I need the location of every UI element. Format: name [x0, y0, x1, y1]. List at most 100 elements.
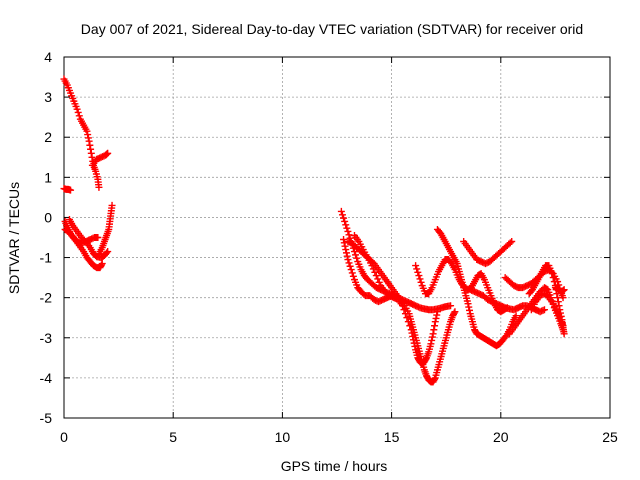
- series-arc-2: [88, 149, 112, 169]
- y-tick-label: 3: [44, 89, 52, 105]
- data-point: [403, 314, 411, 322]
- y-tick-label: 2: [44, 129, 52, 145]
- data-point: [369, 265, 377, 273]
- data-point: [540, 306, 548, 314]
- data-point: [430, 326, 438, 334]
- data-point: [341, 242, 349, 250]
- y-tick-label: 0: [44, 209, 52, 225]
- x-tick-label: 20: [493, 429, 509, 445]
- series-arc-5: [61, 217, 106, 272]
- data-point: [433, 308, 441, 316]
- data-point: [352, 251, 360, 259]
- x-tick-label: 15: [384, 429, 400, 445]
- data-point: [85, 137, 93, 145]
- y-axis-label: SDTVAR / TECUs: [6, 182, 22, 294]
- data-point: [417, 278, 425, 286]
- data-point: [512, 312, 520, 320]
- data-point: [401, 310, 409, 318]
- x-tick-label: 5: [169, 429, 177, 445]
- data-point: [86, 141, 94, 149]
- data-point: [340, 214, 348, 222]
- y-tick-label: -2: [40, 290, 53, 306]
- y-tick-label: -4: [40, 370, 53, 386]
- x-tick-label: 10: [275, 429, 291, 445]
- series-arc-14: [460, 238, 516, 268]
- data-point: [74, 108, 82, 116]
- data-point: [340, 236, 348, 244]
- series-arc-13: [433, 225, 520, 350]
- series-arc-19: [527, 290, 567, 330]
- chart-title: Day 007 of 2021, Sidereal Day-to-day VTE…: [81, 21, 583, 37]
- data-point: [84, 134, 92, 142]
- data-point: [432, 314, 440, 322]
- data-point: [98, 260, 106, 268]
- series-arc-1: [60, 75, 103, 191]
- data-point: [347, 266, 355, 274]
- data-point: [412, 262, 420, 270]
- data-point: [88, 153, 96, 161]
- data-point: [73, 105, 81, 113]
- data-point: [410, 339, 418, 347]
- data-point: [342, 221, 350, 229]
- data-point: [464, 300, 472, 308]
- data-point: [409, 332, 417, 340]
- data-point: [83, 127, 91, 135]
- data-point: [344, 227, 352, 235]
- data-point: [104, 149, 112, 157]
- data-point: [465, 303, 473, 311]
- y-tick-label: -1: [40, 250, 53, 266]
- y-tick-label: 1: [44, 169, 52, 185]
- data-point: [549, 274, 557, 282]
- series-arc-20: [551, 284, 568, 296]
- data-point: [342, 246, 350, 254]
- data-point: [87, 149, 95, 157]
- series-arc-6: [95, 201, 116, 258]
- data-point: [409, 336, 417, 344]
- x-axis-label: GPS time / hours: [281, 458, 388, 474]
- data-point: [349, 272, 357, 280]
- data-point: [413, 265, 421, 273]
- data-point: [550, 278, 558, 286]
- data-point: [506, 239, 514, 247]
- data-point: [67, 186, 75, 194]
- data-point: [346, 262, 354, 270]
- data-point: [407, 326, 415, 334]
- series-arc-12: [412, 256, 511, 316]
- data-point: [548, 270, 556, 278]
- series-arc-3: [60, 185, 75, 194]
- data-point: [560, 330, 568, 338]
- data-points: [60, 75, 568, 386]
- data-point: [104, 248, 112, 256]
- data-point: [406, 322, 414, 330]
- data-point: [97, 261, 105, 269]
- data-point: [348, 269, 356, 277]
- data-point: [451, 308, 459, 316]
- data-point: [400, 306, 408, 314]
- data-point: [415, 272, 423, 280]
- data-point: [428, 333, 436, 341]
- data-point: [344, 256, 352, 264]
- y-tick-label: 4: [44, 49, 52, 65]
- data-point: [108, 201, 116, 209]
- data-point: [75, 112, 83, 120]
- data-point: [429, 330, 437, 338]
- data-point: [433, 311, 441, 319]
- data-point: [508, 238, 516, 246]
- x-tick-label: 25: [602, 429, 618, 445]
- data-point: [353, 254, 361, 262]
- y-tick-label: -5: [40, 410, 53, 426]
- plot-frame: [63, 56, 611, 419]
- data-point: [350, 248, 358, 256]
- data-point: [342, 249, 350, 257]
- series-arc-10: [344, 238, 459, 386]
- data-point: [95, 183, 103, 191]
- data-point: [414, 268, 422, 276]
- series-arc-9: [340, 236, 396, 306]
- data-point: [431, 318, 439, 326]
- data-point: [337, 207, 345, 215]
- data-point: [408, 329, 416, 337]
- data-point: [554, 294, 562, 302]
- data-point: [343, 252, 351, 260]
- data-point: [559, 322, 567, 330]
- y-tick-label: -3: [40, 330, 53, 346]
